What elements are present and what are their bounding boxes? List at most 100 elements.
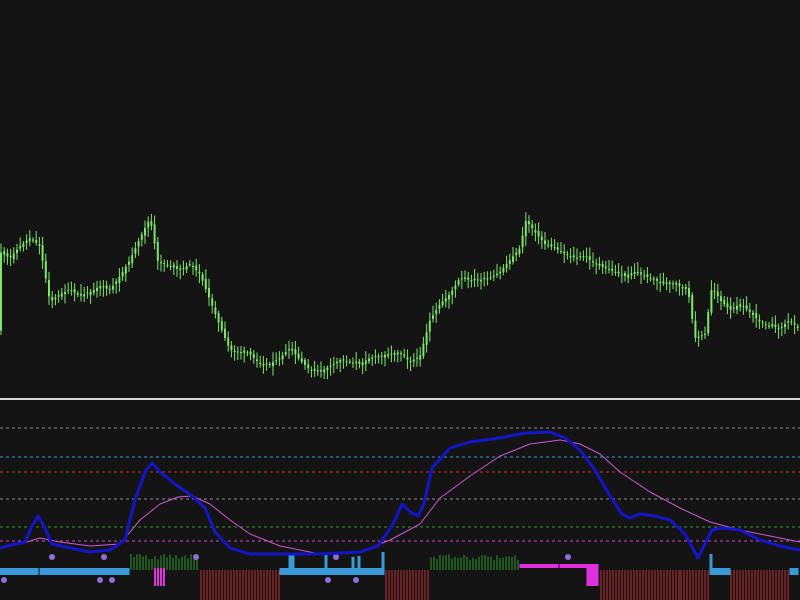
candle[interactable] <box>784 319 786 334</box>
candle[interactable] <box>252 350 255 364</box>
candle[interactable] <box>176 260 178 277</box>
candle[interactable] <box>716 283 719 304</box>
candle[interactable] <box>588 247 591 270</box>
candle[interactable] <box>92 282 95 296</box>
candle[interactable] <box>697 330 700 347</box>
candle[interactable] <box>688 281 690 304</box>
candle[interactable] <box>108 284 111 295</box>
candle[interactable] <box>105 280 108 296</box>
candle[interactable] <box>726 296 729 315</box>
candle[interactable] <box>214 301 217 319</box>
candle[interactable] <box>156 236 159 270</box>
candle[interactable] <box>729 297 732 319</box>
candle[interactable] <box>419 346 422 367</box>
candle[interactable] <box>566 250 569 260</box>
candle[interactable] <box>672 280 674 290</box>
candle[interactable] <box>707 309 710 337</box>
candle[interactable] <box>358 358 361 369</box>
candle[interactable] <box>560 241 562 255</box>
candle[interactable] <box>454 280 457 298</box>
candle[interactable] <box>172 262 175 275</box>
candle[interactable] <box>9 248 12 267</box>
candle[interactable] <box>272 352 274 376</box>
candle[interactable] <box>70 281 73 296</box>
candle[interactable] <box>585 247 588 263</box>
candle[interactable] <box>163 259 166 272</box>
candle[interactable] <box>332 356 335 374</box>
candle[interactable] <box>761 320 764 328</box>
candle[interactable] <box>665 277 668 291</box>
candle[interactable] <box>409 356 412 372</box>
candle[interactable] <box>403 348 406 359</box>
candle[interactable] <box>444 289 447 308</box>
candle[interactable] <box>422 336 425 359</box>
candle[interactable] <box>630 266 633 280</box>
candle[interactable] <box>153 215 156 250</box>
candle[interactable] <box>115 278 118 294</box>
candle[interactable] <box>80 284 82 302</box>
candle[interactable] <box>652 276 655 285</box>
candle[interactable] <box>217 310 220 332</box>
candle[interactable] <box>736 296 738 315</box>
candle[interactable] <box>755 303 758 328</box>
candle[interactable] <box>28 230 31 247</box>
candle[interactable] <box>656 276 658 291</box>
candle[interactable] <box>64 284 66 304</box>
candle[interactable] <box>700 330 703 341</box>
candle[interactable] <box>508 253 511 270</box>
candle[interactable] <box>240 345 242 360</box>
candle[interactable] <box>659 273 662 292</box>
candle[interactable] <box>780 322 783 337</box>
candle[interactable] <box>83 286 86 303</box>
candle[interactable] <box>329 358 332 376</box>
candle[interactable] <box>627 266 630 284</box>
candle[interactable] <box>345 355 348 367</box>
candle[interactable] <box>275 352 278 365</box>
candle[interactable] <box>32 237 34 243</box>
candle[interactable] <box>35 231 38 246</box>
candle[interactable] <box>368 353 370 364</box>
candle[interactable] <box>128 256 130 272</box>
candle[interactable] <box>537 222 540 245</box>
candle[interactable] <box>486 271 489 286</box>
candle[interactable] <box>320 361 322 378</box>
candle[interactable] <box>438 299 441 314</box>
candle[interactable] <box>198 264 201 284</box>
candle[interactable] <box>556 242 559 254</box>
candle[interactable] <box>112 278 114 294</box>
candle[interactable] <box>355 351 358 371</box>
candle[interactable] <box>425 323 428 353</box>
candle[interactable] <box>249 347 252 361</box>
candle[interactable] <box>131 247 134 269</box>
candle[interactable] <box>118 268 121 292</box>
candle[interactable] <box>476 272 479 287</box>
candle[interactable] <box>38 236 41 255</box>
candle[interactable] <box>134 242 137 259</box>
candle[interactable] <box>742 298 745 315</box>
candle[interactable] <box>624 271 626 282</box>
candle[interactable] <box>342 355 345 369</box>
candle[interactable] <box>796 323 799 332</box>
candle[interactable] <box>540 231 543 249</box>
candle[interactable] <box>617 263 620 278</box>
candle[interactable] <box>294 340 297 364</box>
candle[interactable] <box>233 345 236 361</box>
candle[interactable] <box>752 310 754 323</box>
candle[interactable] <box>124 264 127 282</box>
candle[interactable] <box>19 237 22 252</box>
candle[interactable] <box>528 215 530 233</box>
candle[interactable] <box>505 255 508 273</box>
candle[interactable] <box>291 341 294 356</box>
indicator-pane[interactable] <box>0 400 800 600</box>
candle[interactable] <box>278 351 281 367</box>
candle[interactable] <box>300 351 303 364</box>
candle[interactable] <box>380 351 383 365</box>
candle[interactable] <box>681 284 684 296</box>
candle[interactable] <box>787 313 790 330</box>
candle[interactable] <box>582 250 585 261</box>
candle[interactable] <box>377 353 380 364</box>
candle[interactable] <box>531 220 534 236</box>
candle[interactable] <box>480 272 482 290</box>
candle[interactable] <box>390 345 393 363</box>
candle[interactable] <box>470 274 473 288</box>
